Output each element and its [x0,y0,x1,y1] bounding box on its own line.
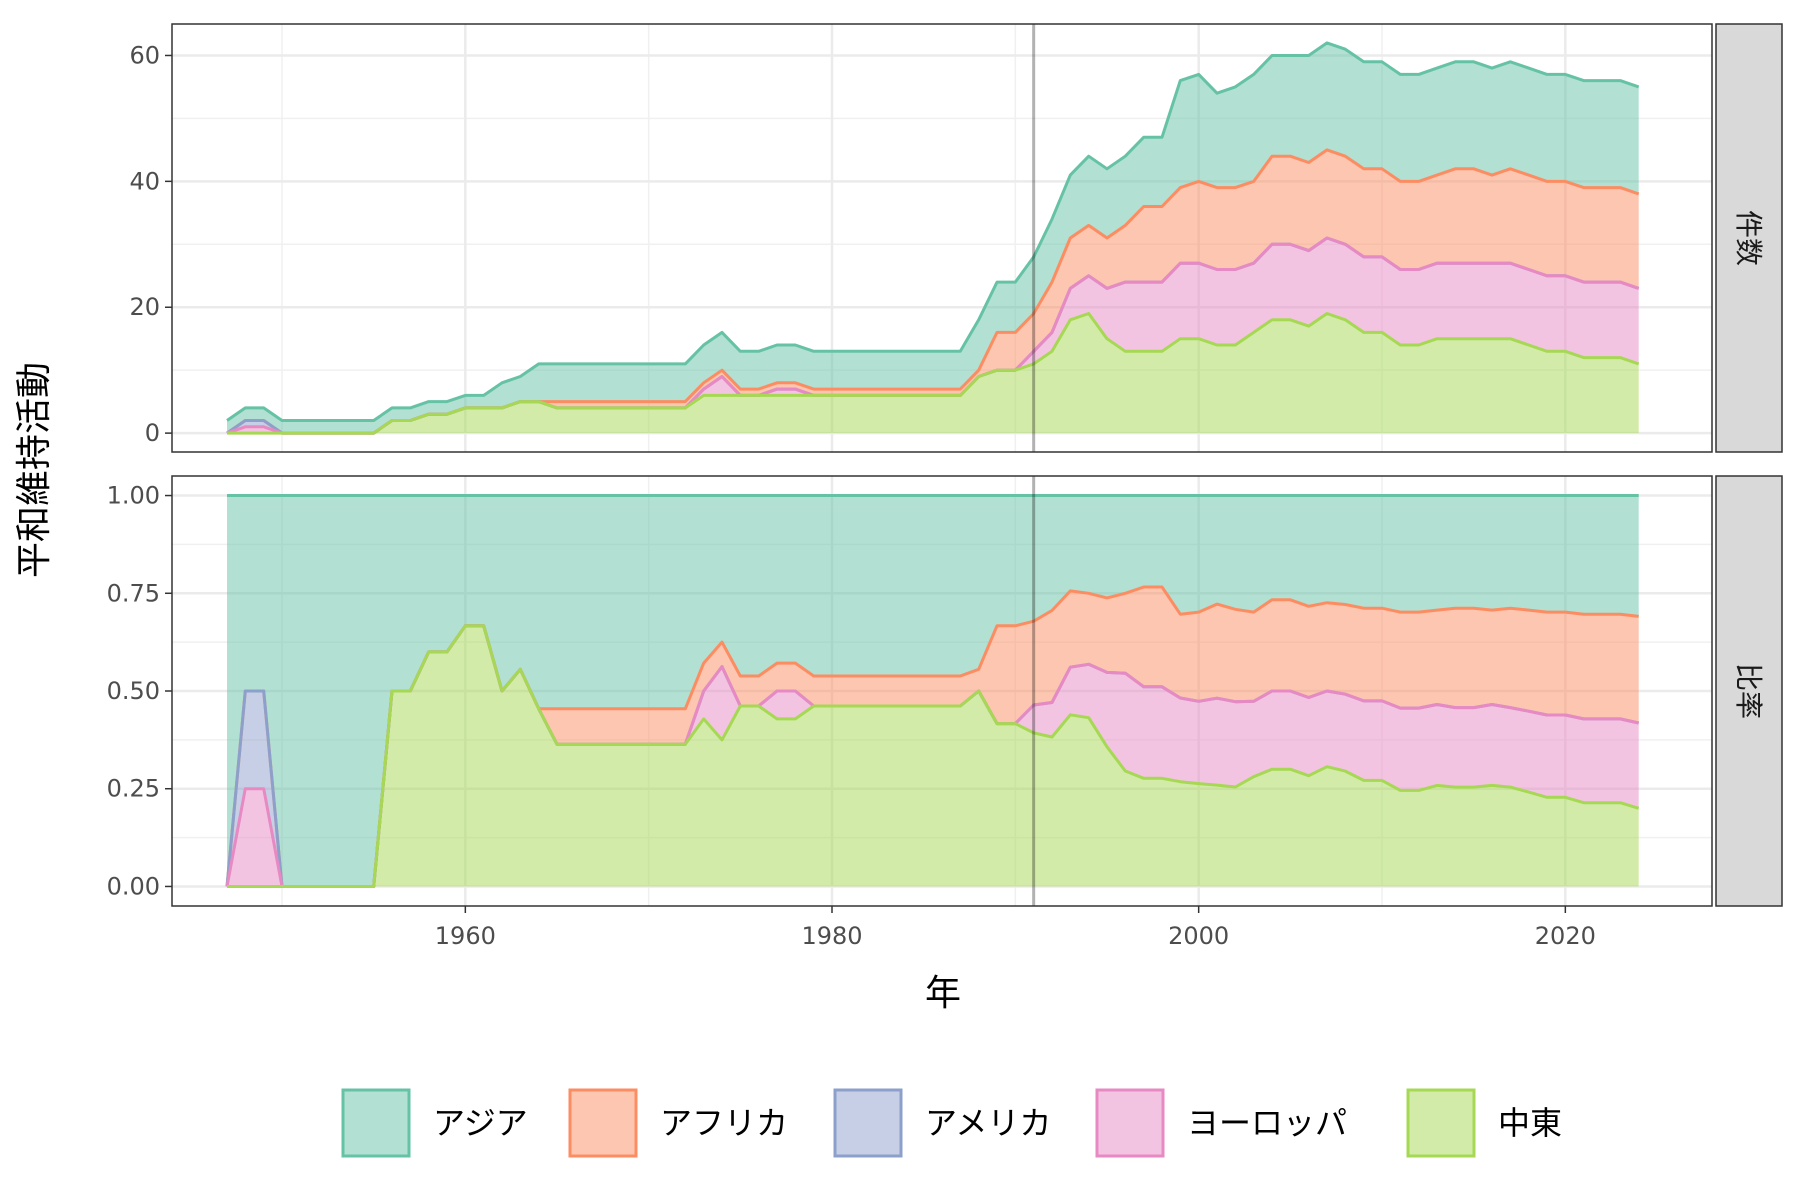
panel-count: 0 20 40 60 件数 [129,23,1783,453]
area-中東 [227,625,1639,887]
legend-item-アメリカ: アメリカ [833,1088,1051,1158]
area-アフリカ [227,587,1639,887]
x-axis-title: 年 [925,973,961,1014]
x-tick-label: 2000 [1168,922,1229,950]
panel-share: 0.00 0.25 0.50 0.75 1.00 比率 [107,475,1783,907]
legend-item-アフリカ: アフリカ [568,1088,788,1158]
legend: アジア アフリカ アメリカ ヨーロッパ 中東 [341,1088,1562,1158]
line-アジア [226,41,1640,422]
legend-key [568,1088,638,1158]
y-tick-label: 0.75 [107,579,160,607]
stacked-areas [225,494,1640,888]
area-アフリカ [227,149,1639,434]
legend-key [833,1088,903,1158]
legend-label: ヨーロッパ [1187,1104,1347,1142]
legend-item-ヨーロッパ: ヨーロッパ [1095,1088,1347,1158]
y-tick-label: 0.25 [107,775,160,803]
x-axis: 1960 1980 2000 2020 [435,906,1596,950]
y-axis: 0.00 0.25 0.50 0.75 1.00 [107,482,172,900]
area-アジア [227,42,1639,434]
legend-item-アジア: アジア [341,1088,528,1158]
y-tick-label: 0.50 [107,677,160,705]
line-中東 [227,624,1640,888]
y-axis-title: 平和維持活動 [14,362,55,578]
facet-strip-label: 比率 [1732,663,1765,719]
y-tick-label: 40 [129,167,160,195]
legend-key [1406,1088,1476,1158]
chart-panels: 0 20 40 60 件数 0.00 0.25 0.50 0.75 1.00 比率 [107,23,1783,907]
legend-label: アメリカ [925,1104,1051,1142]
legend-label: アフリカ [660,1104,788,1142]
legend-key [341,1088,411,1158]
y-tick-label: 0 [145,419,160,447]
y-tick-label: 60 [129,41,160,69]
y-tick-label: 0.00 [107,872,160,900]
y-axis: 0 20 40 60 [129,41,172,447]
y-tick-label: 20 [129,293,160,321]
facet-strip [1715,23,1783,453]
line-中東 [227,312,1640,435]
panel-border [171,23,1713,453]
area-ヨーロッパ [227,238,1639,434]
stacked-areas [226,41,1640,435]
area-アジア [227,495,1639,887]
x-tick-label: 1980 [801,922,862,950]
area-ヨーロッパ [227,625,1639,887]
legend-label: アジア [433,1104,528,1142]
facet-strip [1715,475,1783,907]
legend-item-中東: 中東 [1406,1088,1562,1158]
y-tick-label: 1.00 [107,482,160,510]
x-tick-label: 2020 [1535,922,1596,950]
legend-label: 中東 [1498,1104,1562,1142]
x-tick-label: 1960 [435,922,496,950]
legend-key [1095,1088,1165,1158]
area-中東 [227,313,1639,434]
facet-strip-label: 件数 [1732,210,1765,266]
